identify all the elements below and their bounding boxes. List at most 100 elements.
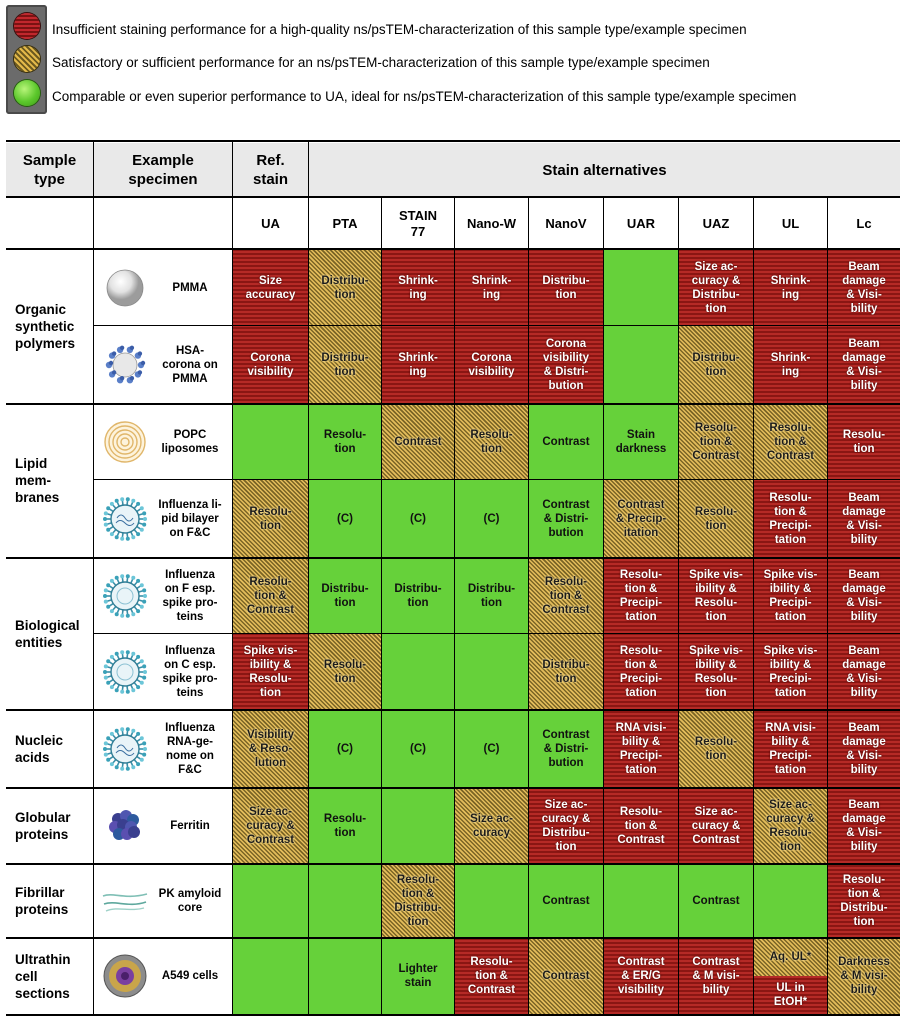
stain-cell: Shrink- ing <box>754 250 827 325</box>
stain-cell-text: Resolu- tion <box>694 505 738 532</box>
stain-cell: Resolu- tion & Distribu- tion <box>828 864 900 937</box>
stain-cell: Shrink- ing <box>382 250 454 325</box>
stain-cell-text: Size ac- curacy & Distribu- tion <box>541 798 591 853</box>
stain-cell: Size accuracy <box>233 250 308 325</box>
stain-cell-text: Shrink- ing <box>398 274 438 301</box>
stain-cell: Resolu- tion <box>679 710 753 787</box>
stain-cell: Resolu- tion & Contrast <box>233 558 308 633</box>
sample-type-label: Globular proteins <box>6 788 93 863</box>
stain-cell-text: Contrast & Precip- itation <box>615 498 667 539</box>
stain-cell-text: Resolu- tion & Distribu- tion <box>840 873 888 928</box>
column-rule <box>678 197 679 1014</box>
sample-type-label: Organic synthetic polymers <box>6 250 93 403</box>
stain-cell: Size ac- curacy <box>455 788 528 863</box>
stain-cell-text: Contrast & ER/G visibility <box>617 956 665 996</box>
stain-cell-text: Spike vis- ibility & Precipi- tation <box>763 644 818 699</box>
stain-cell: (C) <box>382 710 454 787</box>
specimen-cell: Influenza on C esp. spike pro- teins <box>94 634 232 709</box>
stain-cell: (C) <box>382 480 454 557</box>
stain-cell: Spike vis- ibility & Resolu- tion <box>679 634 753 709</box>
group-rule <box>6 787 900 789</box>
stain-cell-text: Distribu- tion <box>321 274 369 301</box>
stain-cell-text: Size ac- curacy & Distribu- tion <box>691 260 741 315</box>
stain-cell-text: Resolu- tion & Contrast <box>467 956 516 996</box>
stain-cell: Distribu- tion <box>309 326 381 403</box>
column-header: Lc <box>828 198 900 249</box>
stain-cell: Shrink- ing <box>382 326 454 403</box>
stain-cell-text: Beam damage & Visi- bility <box>842 337 886 392</box>
stain-cell-text: Resolu- tion & Contrast <box>246 575 295 616</box>
stain-cell-text: Distribu- tion <box>542 658 590 685</box>
specimen-label: POPC liposomes <box>161 428 219 455</box>
liposome-icon <box>102 419 148 465</box>
group-rule <box>6 709 900 711</box>
stain-cell: (C) <box>455 480 528 557</box>
stain-cell: Resolu- tion <box>679 480 753 557</box>
stain-cell: Distribu- tion <box>382 558 454 633</box>
stain-cell: Distribu- tion <box>455 558 528 633</box>
stain-cell-text: Darkness & M visi- bility <box>838 956 890 996</box>
stain-cell: RNA visi- bility & Precipi- tation <box>604 710 678 787</box>
stain-cell: Resolu- tion & Contrast <box>529 558 603 633</box>
stain-cell-text: Resolu- tion & Precipi- tation <box>619 644 663 699</box>
stain-cell: Contrast <box>529 864 603 937</box>
stain-cell: Contrast & M visi- bility <box>679 938 753 1014</box>
stain-cell-text: Resolu- tion & Contrast <box>692 421 740 462</box>
stain-cell <box>382 634 454 709</box>
stain-cell-text: Size ac- curacy & Contrast <box>246 805 295 846</box>
stain-cell: Distribu- tion <box>529 250 603 325</box>
stain-cell: Resolu- tion & Precipi- tation <box>604 634 678 709</box>
column-header: Nano-W <box>455 198 528 249</box>
stain-cell: Contrast & Distri- bution <box>529 480 603 557</box>
stain-cell-text: (C) <box>483 512 500 525</box>
specimen-label: PK amyloid core <box>158 887 222 914</box>
stain-cell <box>455 634 528 709</box>
stain-cell: Size ac- curacy & Contrast <box>233 788 308 863</box>
stain-cell-text: Resolu- tion & Precipi- tation <box>619 568 663 623</box>
stain-cell: Resolu- tion & Distribu- tion <box>382 864 454 937</box>
stain-cell-text: Contrast & Distri- bution <box>542 728 590 769</box>
specimen-cell: Ferritin <box>94 788 232 863</box>
stain-cell: Corona visibility & Distri- bution <box>529 326 603 403</box>
stain-cell: Size ac- curacy & Resolu- tion <box>754 788 827 863</box>
stain-cell-top: Aq. UL* <box>754 938 827 976</box>
stain-cell: (C) <box>309 480 381 557</box>
stain-cell: Distribu- tion <box>309 558 381 633</box>
stain-cell <box>604 864 678 937</box>
stain-cell: Size ac- curacy & Contrast <box>679 788 753 863</box>
stain-cell: Contrast <box>382 404 454 479</box>
stain-cell: Contrast <box>529 938 603 1014</box>
stain-cell: Beam damage & Visi- bility <box>828 710 900 787</box>
legend-yellow-text: Satisfactory or sufficient performance f… <box>52 55 710 70</box>
row-rule <box>94 479 900 480</box>
virus-spike-icon <box>102 649 148 695</box>
stain-cell: Beam damage & Visi- bility <box>828 326 900 403</box>
specimen-cell: PK amyloid core <box>94 864 232 937</box>
stain-cell-text: Contrast <box>542 970 590 982</box>
traffic-light-icon <box>6 5 47 114</box>
stain-cell-text: Distribu- tion <box>394 582 442 609</box>
stain-cell: Distribu- tion <box>529 634 603 709</box>
stain-cell: Resolu- tion & Precipi- tation <box>604 558 678 633</box>
column-rule <box>232 140 233 1014</box>
column-header: UL <box>754 198 827 249</box>
stain-cell-text: Shrink- ing <box>471 274 512 301</box>
stain-cell: Shrink- ing <box>455 250 528 325</box>
stain-cell: Spike vis- ibility & Resolu- tion <box>679 558 753 633</box>
stain-cell: Contrast & Distri- bution <box>529 710 603 787</box>
stain-cell-text: Contrast & Distri- bution <box>542 498 590 539</box>
stain-cell <box>754 864 827 937</box>
group-rule <box>6 403 900 405</box>
stain-cell: Resolu- tion & Precipi- tation <box>754 480 827 557</box>
column-rule <box>528 197 529 1014</box>
stain-cell-text: (C) <box>337 742 353 755</box>
stain-cell-text: Resolu- tion <box>842 428 886 455</box>
column-rule <box>93 140 94 1014</box>
stain-cell-text: Resolu- tion <box>323 428 367 455</box>
stain-cell: Spike vis- ibility & Precipi- tation <box>754 558 827 633</box>
stain-cell-text: Resolu- tion & Contrast <box>766 421 815 462</box>
stain-cell <box>309 938 381 1014</box>
stain-cell-text: RNA visi- bility & Precipi- tation <box>615 721 667 776</box>
ferritin-icon <box>102 803 148 849</box>
stain-cell: Beam damage & Visi- bility <box>828 558 900 633</box>
